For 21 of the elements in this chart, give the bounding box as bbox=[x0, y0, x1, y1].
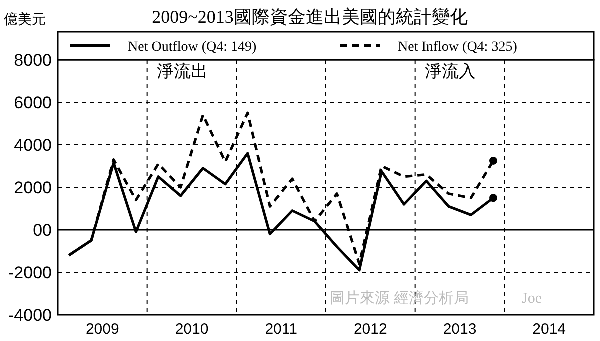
x-tick-label: 2014 bbox=[532, 321, 566, 338]
annotation: 淨流出 bbox=[157, 62, 208, 81]
chart-title: 2009~2013國際資金進出美國的統計變化 bbox=[152, 7, 468, 27]
legend-label: Net Outflow (Q4: 149) bbox=[128, 40, 258, 55]
x-tick-label: 2009 bbox=[86, 321, 120, 338]
x-tick-label: 2013 bbox=[443, 321, 477, 338]
annotation: Joe bbox=[522, 291, 542, 307]
y-tick-label: -2000 bbox=[8, 264, 52, 282]
y-tick-label: -4000 bbox=[8, 306, 52, 325]
y-tick-label: 4000 bbox=[14, 136, 52, 155]
y-tick-label: 2000 bbox=[14, 178, 52, 198]
x-tick-label: 2011 bbox=[265, 321, 298, 338]
annotation: 圖片來源 經濟分析局 bbox=[330, 290, 469, 307]
x-tick-label: 2012 bbox=[354, 321, 388, 338]
y-tick-label: 00 bbox=[33, 221, 52, 240]
y-tick-label: 6000 bbox=[14, 94, 52, 112]
annotation: 淨流入 bbox=[425, 62, 476, 81]
x-tick-label: 2010 bbox=[175, 321, 209, 338]
legend-label: Net Inflow (Q4: 325) bbox=[398, 40, 518, 55]
y-tick-label: 8000 bbox=[14, 51, 52, 70]
y-axis-title: 億美元 bbox=[4, 11, 46, 27]
